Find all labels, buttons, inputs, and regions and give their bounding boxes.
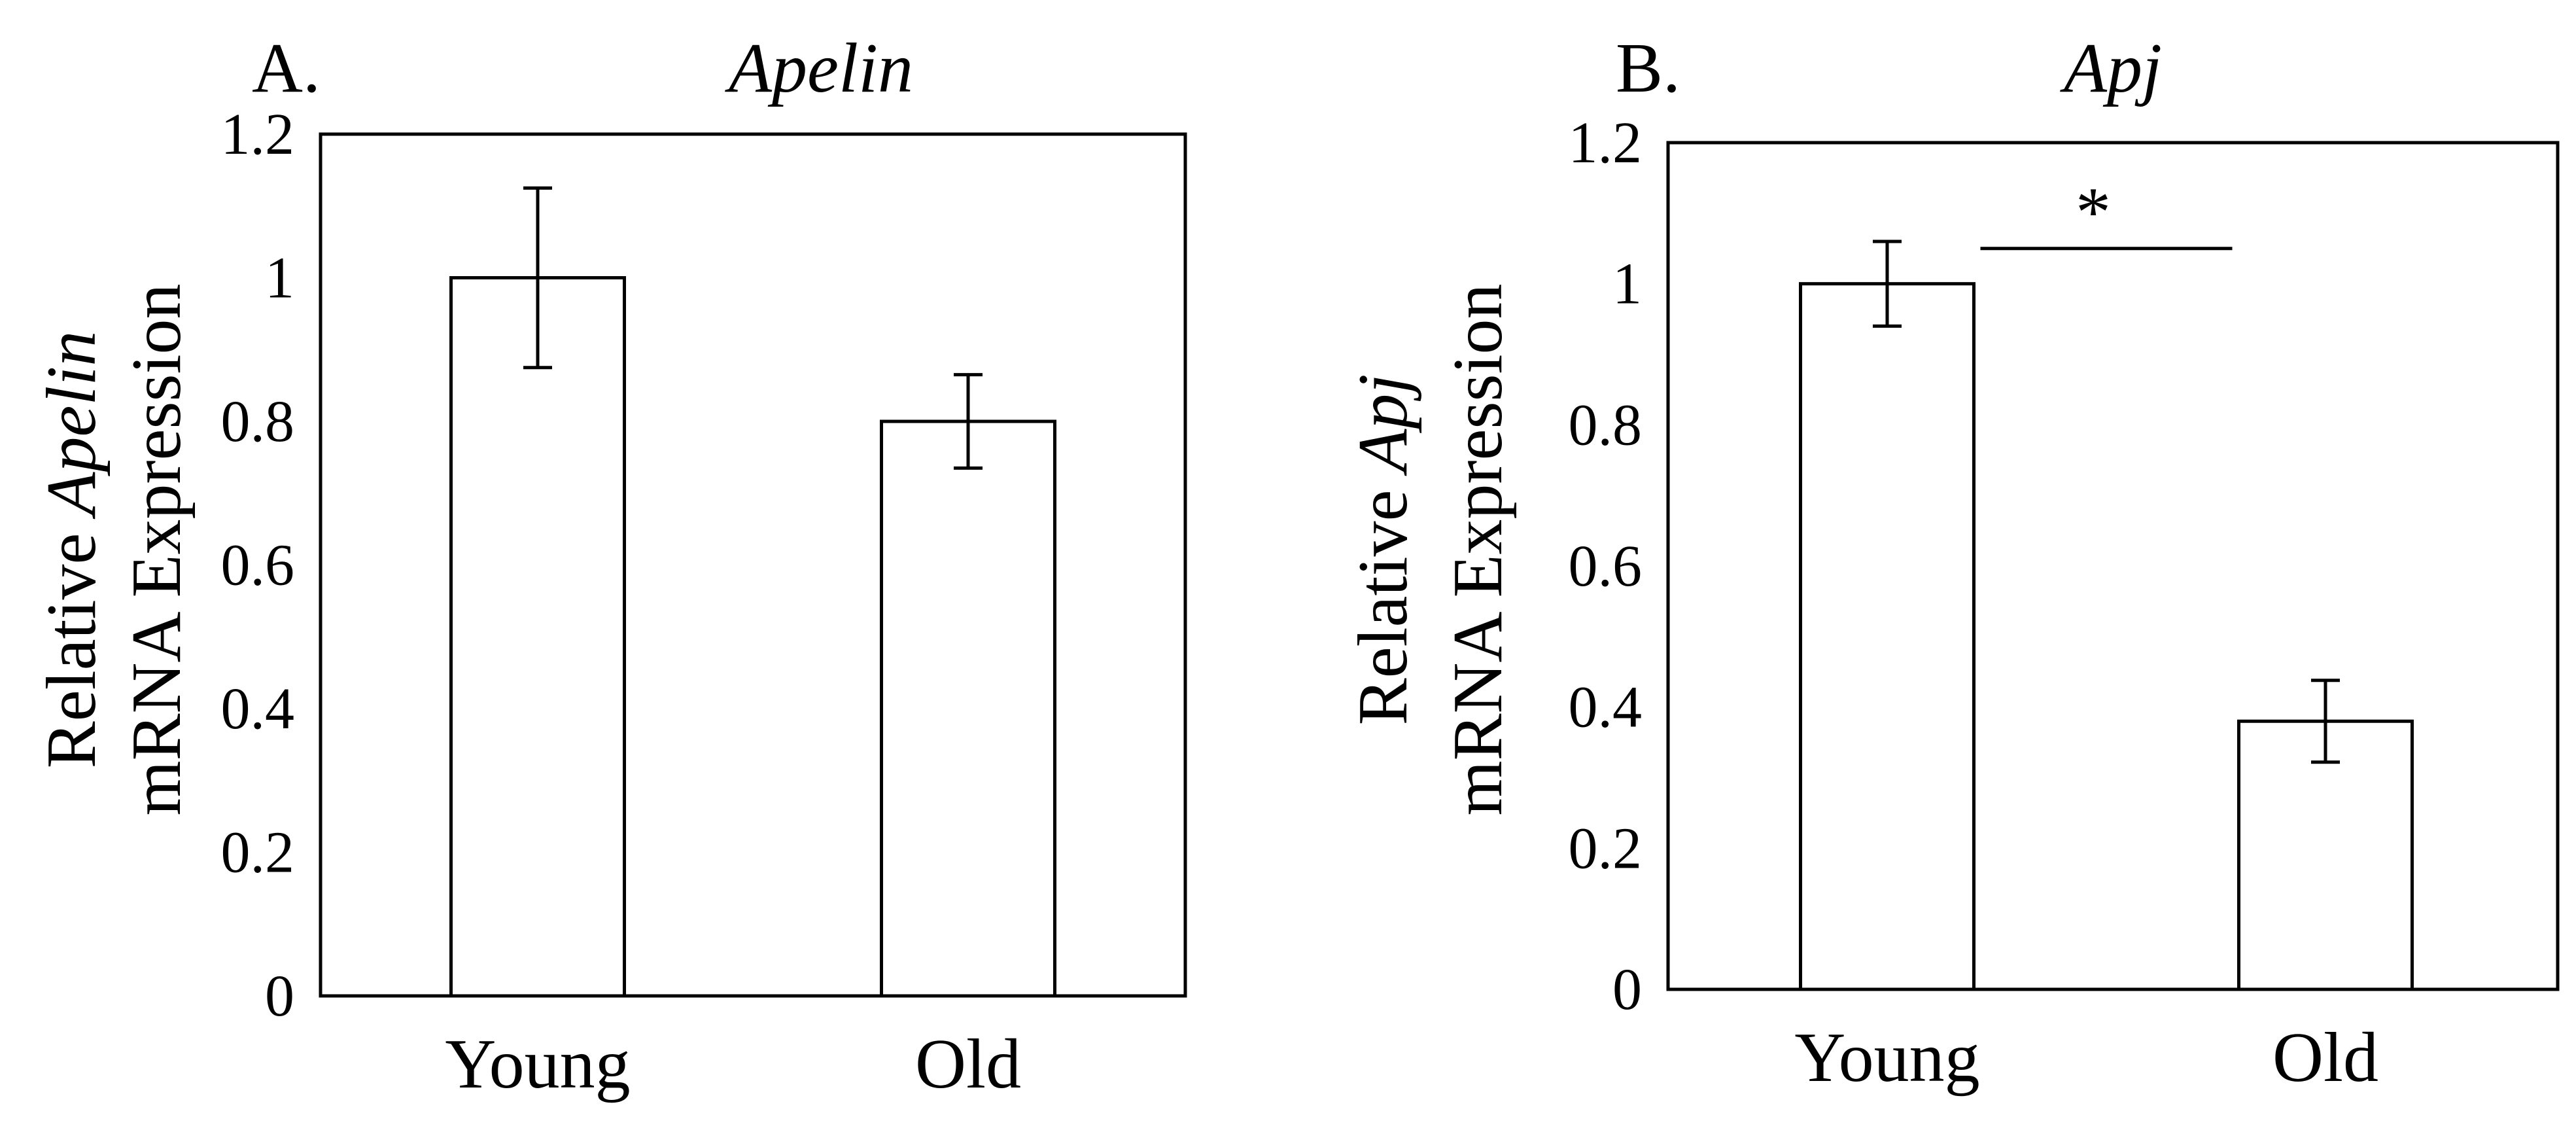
panel-a-bar-young <box>449 276 626 998</box>
panel-b-ytick-label: 0.6 <box>1569 534 1643 599</box>
panel-b-ytick-label: 1.2 <box>1569 111 1643 175</box>
panel-b-ylabel-line1: Relative Apj <box>1344 374 1422 726</box>
panel-b-title: Apj <box>2060 29 2162 107</box>
panel-b-category-label: Young <box>1794 1019 1979 1097</box>
panel-a-title: Apelin <box>725 29 913 107</box>
panel-b-bar-young <box>1799 282 1976 991</box>
panel-a-label: A. <box>252 29 321 107</box>
panel-a-category-label: Old <box>915 1025 1021 1103</box>
panel-b-plot: 0 0.2 0.4 0.6 0.8 1 1.2 Young Old * <box>1569 111 2560 1097</box>
panel-a-ytick-label: 0.2 <box>221 821 295 885</box>
panel-b-category-label: Old <box>2272 1019 2378 1097</box>
panel-a-errorbar-young <box>523 186 552 370</box>
panel-b-ytick-label: 0.2 <box>1569 816 1643 881</box>
panel-b-ylabel-prefix: Relative <box>1344 472 1422 726</box>
panel-a-errorbar-old <box>954 373 983 470</box>
panel-a-ytick-label: 0 <box>265 964 294 1029</box>
panel-b: B. Apj Relative Apj mRNA Expression 0 0.2… <box>1344 29 2560 1097</box>
panel-b-errorbar-young <box>1873 239 1902 328</box>
panel-a-category-label: Young <box>445 1025 630 1103</box>
panel-b-ytick-label: 0.4 <box>1569 675 1643 740</box>
panel-b-frame <box>1666 141 2560 991</box>
panel-b-label: B. <box>1616 29 1680 107</box>
panel-a-ytick-label: 0.4 <box>221 677 295 741</box>
panel-a-ytick-label: 1.2 <box>221 102 295 167</box>
panel-a-frame <box>319 132 1187 998</box>
panel-a-ytick-label: 0.8 <box>221 389 295 454</box>
panel-b-ytick-label: 0 <box>1612 957 1642 1022</box>
panel-a-ylabel-gene: Apelin <box>33 331 111 520</box>
panel-a-ylabel-line1: Relative Apelin <box>33 331 111 769</box>
panel-b-bar-old <box>2237 719 2414 991</box>
panel-b-ylabel-line2: mRNA Expression <box>1439 283 1517 815</box>
panel-a-plot: 0 0.2 0.4 0.6 0.8 1 1.2 Young Old <box>221 102 1187 1103</box>
panel-a-ytick-label: 1 <box>265 246 294 311</box>
panel-a-ytick-label: 0.6 <box>221 533 295 598</box>
panel-a-ylabel-prefix: Relative <box>33 516 111 769</box>
panel-b-significance-marker: * <box>2076 173 2111 251</box>
panel-a-bar-old <box>880 419 1056 998</box>
panel-b-ytick-label: 1 <box>1612 252 1642 317</box>
panel-b-errorbar-old <box>2311 679 2340 764</box>
panel-a-ylabel-line2: mRNA Expression <box>118 283 196 815</box>
panel-b-ylabel-gene: Apj <box>1344 374 1422 476</box>
panel-a: A. Apelin Relative Apelin mRNA Expressio… <box>33 29 1187 1103</box>
panel-b-ytick-label: 0.8 <box>1569 393 1643 457</box>
